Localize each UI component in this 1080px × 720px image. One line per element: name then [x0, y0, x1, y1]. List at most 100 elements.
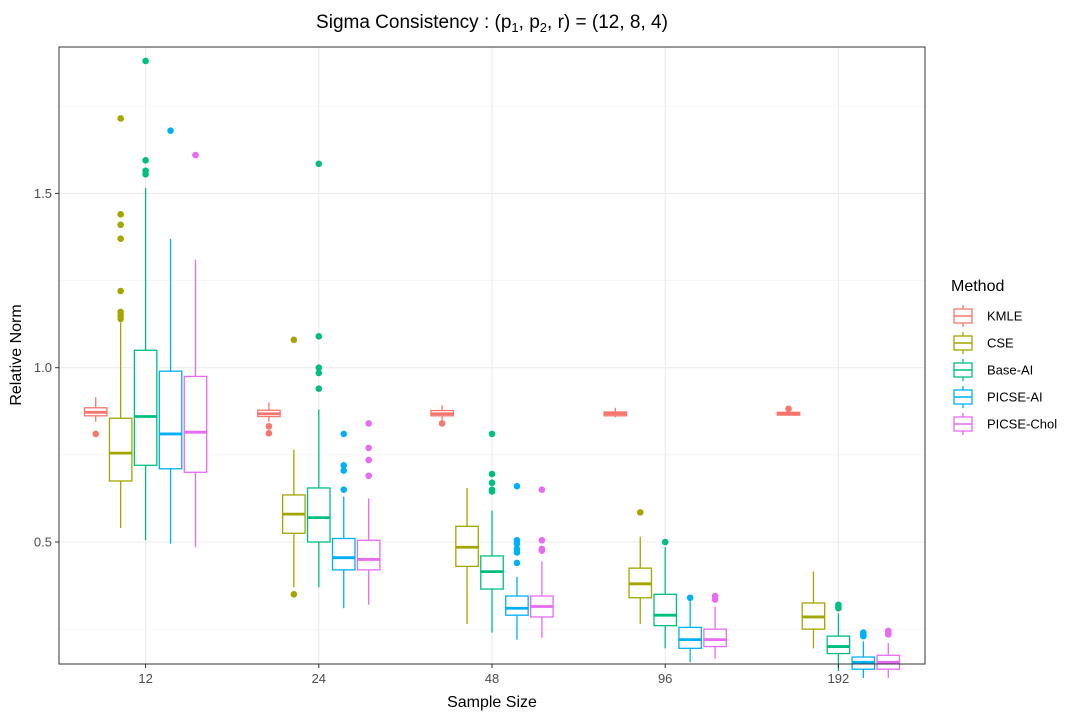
outlier-point — [340, 486, 348, 494]
outlier-point — [117, 235, 124, 243]
outlier-point — [884, 627, 892, 635]
box-kmle-96 — [603, 407, 628, 418]
outlier-point — [538, 545, 546, 553]
box-kmle-192 — [776, 405, 801, 416]
box-picse-chol-48 — [530, 486, 554, 638]
outlier-point — [513, 536, 521, 544]
outlier-point — [711, 592, 719, 600]
legend-label: KMLE — [987, 309, 1023, 324]
outlier-point — [315, 364, 323, 372]
box-iqr — [158, 370, 183, 470]
box-cse-12 — [108, 115, 133, 529]
outlier-point — [488, 486, 496, 494]
outlier-point — [340, 462, 348, 469]
box-iqr — [331, 537, 356, 571]
box-cse-96 — [628, 509, 653, 624]
box-picse-ai-24 — [331, 430, 356, 609]
outlier-point — [340, 430, 348, 438]
x-axis-title: Sample Size — [447, 694, 537, 711]
outlier-point — [290, 336, 298, 344]
outlier-point — [835, 601, 842, 609]
box-picse-chol-96 — [703, 592, 727, 659]
outlier-point — [488, 479, 496, 487]
box-picse-ai-12 — [158, 127, 183, 544]
box-base-ai-48 — [480, 430, 504, 633]
outlier-point — [488, 470, 496, 478]
box-iqr — [678, 626, 703, 649]
box-base-ai-12 — [133, 57, 158, 541]
box-base-ai-192 — [826, 601, 851, 671]
outlier-point — [117, 308, 124, 316]
outlier-point — [513, 482, 521, 490]
box-kmle-12 — [83, 397, 108, 438]
box-cse-24 — [281, 336, 306, 598]
box-iqr — [108, 417, 133, 482]
outlier-point — [365, 420, 372, 427]
outlier-point — [167, 127, 174, 134]
legend-item-base-ai: Base-AI — [951, 358, 1033, 382]
outlier-point — [265, 422, 273, 430]
outlier-point — [661, 538, 669, 546]
x-tick-label: 24 — [312, 671, 326, 686]
outlier-point — [142, 57, 149, 65]
outlier-point — [142, 167, 149, 175]
box-iqr — [653, 593, 678, 627]
outlier-point — [117, 287, 124, 295]
box-picse-chol-192 — [876, 627, 901, 678]
box-picse-ai-96 — [678, 594, 703, 663]
box-iqr — [133, 349, 158, 466]
box-iqr — [183, 375, 208, 473]
y-tick-label: 1.0 — [34, 360, 52, 375]
outlier-point — [92, 430, 100, 438]
legend: Method KMLE CSE Base-AI PICSE-AI PICSE-Chol — [951, 278, 1057, 436]
legend-item-picse-ai: PICSE-AI — [951, 385, 1043, 409]
outlier-point — [315, 369, 323, 377]
outlier-point — [636, 509, 644, 516]
chart-title: Sigma Consistency : (p1, p2, r) = (12, 8… — [316, 12, 668, 35]
box-series — [83, 57, 901, 678]
box-iqr — [703, 628, 727, 648]
box-kmle-24 — [257, 402, 281, 437]
outlier-point — [860, 629, 867, 636]
outlier-point — [538, 536, 546, 544]
box-cse-192 — [801, 571, 826, 649]
legend-label: PICSE-AI — [987, 390, 1043, 405]
x-axis: 12 24 48 96 192 — [138, 664, 849, 686]
x-tick-label: 96 — [658, 671, 672, 686]
legend-item-kmle: KMLE — [951, 304, 1023, 328]
outlier-point — [488, 430, 496, 438]
legend-label: Base-AI — [987, 363, 1033, 378]
legend-item-picse-chol: PICSE-Chol — [951, 412, 1057, 436]
legend-label: PICSE-Chol — [987, 417, 1057, 432]
outlier-point — [117, 115, 124, 122]
outlier-point — [265, 429, 273, 437]
y-tick-label: 0.5 — [34, 534, 52, 549]
legend-item-cse: CSE — [951, 331, 1014, 355]
box-cse-48 — [455, 487, 479, 624]
x-tick-label: 48 — [485, 671, 499, 686]
outlier-point — [365, 456, 372, 464]
x-tick-label: 192 — [828, 671, 850, 686]
box-iqr — [505, 595, 529, 616]
box-picse-chol-24 — [356, 420, 381, 605]
outlier-point — [315, 333, 323, 340]
legend-label: CSE — [987, 336, 1014, 351]
legend-title: Method — [951, 278, 1004, 295]
outlier-point — [686, 594, 694, 602]
outlier-point — [340, 467, 348, 474]
outlier-point — [290, 590, 298, 598]
outlier-point — [315, 385, 323, 392]
box-iqr — [356, 539, 381, 571]
outlier-point — [117, 211, 124, 218]
outlier-point — [117, 221, 124, 229]
box-picse-ai-48 — [505, 482, 529, 640]
y-tick-label: 1.5 — [34, 186, 52, 201]
y-axis: 0.5 1.0 1.5 — [34, 186, 59, 549]
box-picse-chol-12 — [183, 151, 208, 548]
outlier-point — [785, 405, 792, 413]
outlier-point — [513, 559, 521, 567]
box-base-ai-96 — [653, 538, 678, 649]
box-iqr — [306, 487, 331, 543]
outlier-point — [538, 486, 546, 494]
